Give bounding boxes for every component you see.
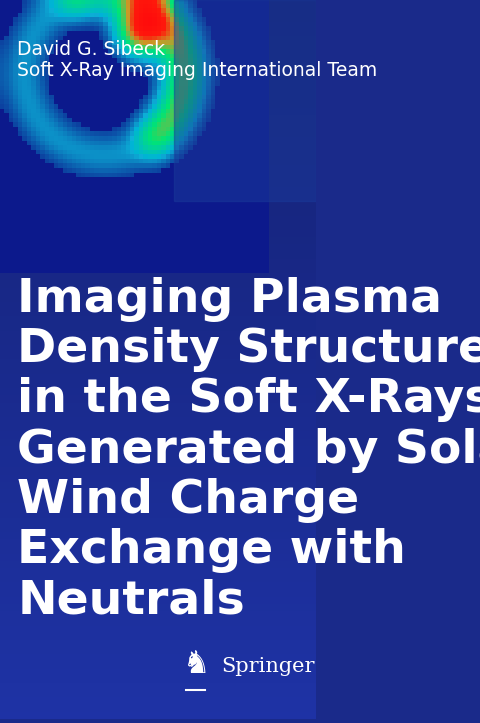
Text: Springer: Springer [221,657,314,676]
Bar [174,0,316,201]
Text: David G. Sibeck: David G. Sibeck [17,40,166,59]
Text: ♞: ♞ [182,651,209,680]
Bar [194,643,215,690]
Text: Soft X-Ray Imaging International Team: Soft X-Ray Imaging International Team [17,61,378,80]
Text: Imaging Plasma
Density Structures
in the Soft X-Rays
Generated by Solar
Wind Cha: Imaging Plasma Density Structures in the… [17,277,480,623]
